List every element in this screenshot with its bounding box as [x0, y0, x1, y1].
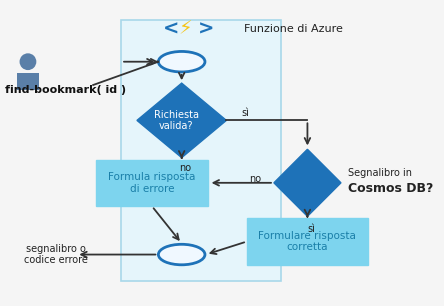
Text: Formulare risposta
corretta: Formulare risposta corretta — [258, 231, 357, 252]
Text: Segnalibro in: Segnalibro in — [349, 169, 412, 178]
Text: >: > — [198, 20, 214, 39]
Text: Cosmos DB?: Cosmos DB? — [349, 182, 434, 195]
Text: find-bookmark( id ): find-bookmark( id ) — [4, 85, 126, 95]
Ellipse shape — [159, 51, 205, 72]
Text: Richiesta
valida?: Richiesta valida? — [154, 110, 198, 131]
FancyBboxPatch shape — [96, 159, 208, 206]
FancyBboxPatch shape — [17, 73, 39, 90]
Polygon shape — [274, 149, 341, 216]
Ellipse shape — [159, 244, 205, 265]
Text: no: no — [179, 163, 191, 173]
Text: segnalibro o
codice errore: segnalibro o codice errore — [24, 244, 88, 265]
Text: find-bookmark( id ): find-bookmark( id ) — [121, 80, 242, 90]
Text: Funzione di Azure: Funzione di Azure — [244, 24, 343, 33]
Text: ⚡: ⚡ — [178, 20, 192, 39]
Text: sì: sì — [241, 108, 249, 118]
Text: <: < — [163, 20, 179, 39]
Text: no: no — [249, 174, 262, 184]
FancyBboxPatch shape — [121, 20, 281, 281]
Text: Formula risposta
di errore: Formula risposta di errore — [108, 172, 195, 194]
Text: sì: sì — [307, 224, 315, 234]
FancyBboxPatch shape — [247, 218, 368, 265]
Polygon shape — [137, 83, 226, 158]
Circle shape — [20, 53, 36, 70]
